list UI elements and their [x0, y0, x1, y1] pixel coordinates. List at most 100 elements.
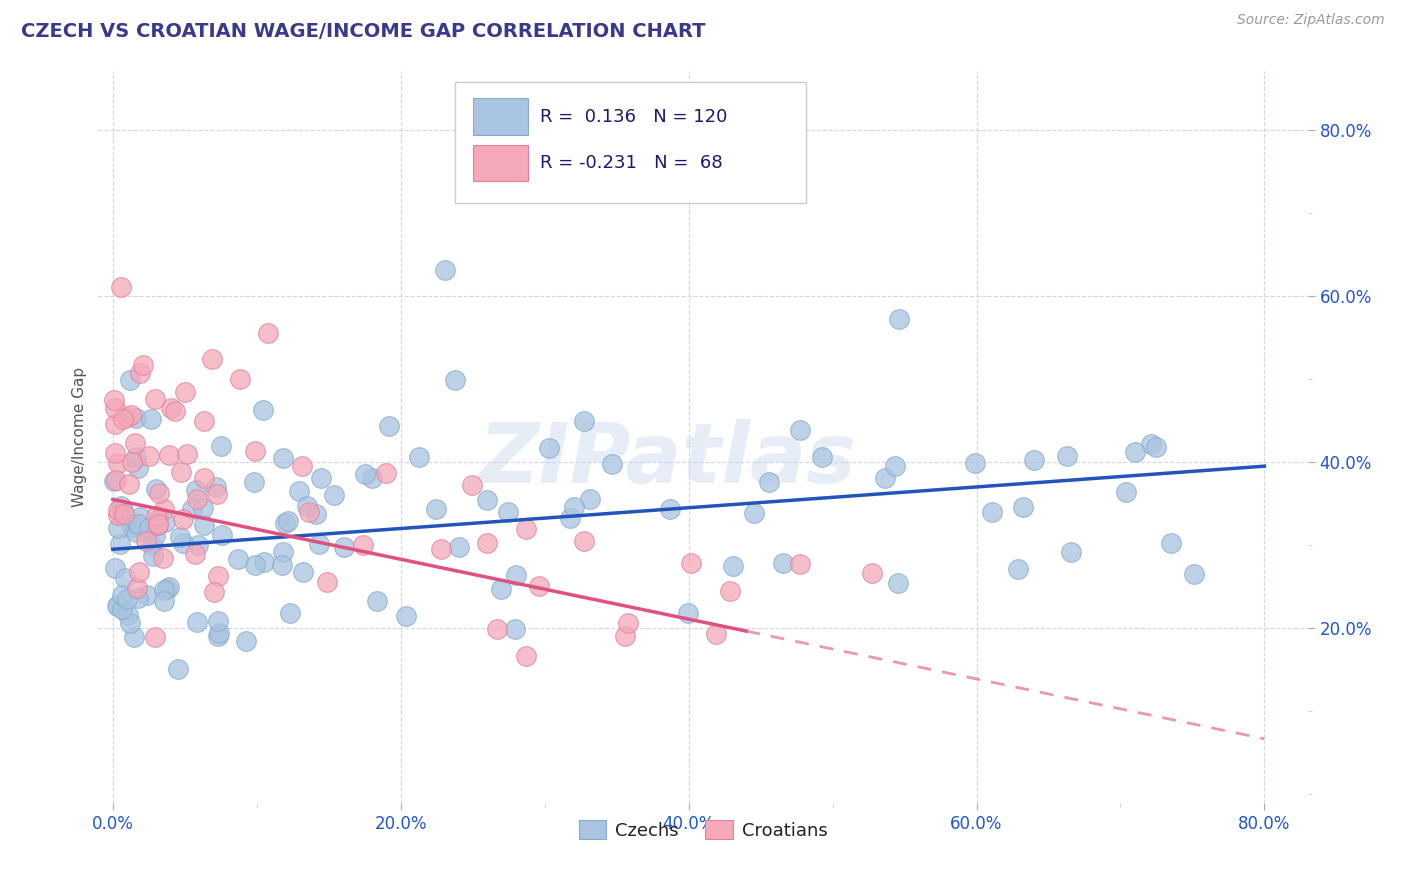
Point [298, 506, 321, 520]
Point [135, 533, 157, 548]
Point [444, 373, 467, 387]
Point [257, 326, 280, 340]
Text: R =  0.136   N = 120: R = 0.136 N = 120 [540, 108, 727, 126]
Point [142, 549, 165, 563]
Point [1139, 436, 1161, 450]
Point [125, 581, 148, 595]
Point [111, 588, 134, 602]
Point [433, 262, 456, 277]
Point [160, 401, 183, 416]
Point [107, 456, 129, 470]
Point [187, 538, 209, 552]
Point [143, 630, 166, 644]
Point [184, 547, 207, 561]
Point [430, 541, 453, 556]
Point [271, 544, 294, 558]
Point [191, 501, 214, 516]
Point [143, 529, 166, 543]
Point [361, 471, 384, 485]
Point [1123, 445, 1146, 459]
Point [316, 574, 339, 589]
Point [252, 403, 274, 417]
Point [288, 483, 311, 498]
Point [157, 448, 180, 462]
Point [205, 487, 228, 501]
Point [139, 412, 162, 426]
Point [207, 569, 229, 583]
Point [208, 626, 231, 640]
Point [170, 465, 193, 479]
Point [169, 530, 191, 544]
Point [146, 512, 169, 526]
Point [475, 536, 498, 550]
Point [1144, 440, 1167, 454]
Point [273, 516, 295, 530]
Point [226, 552, 249, 566]
Point [243, 558, 266, 572]
Y-axis label: Wage/Income Gap: Wage/Income Gap [72, 367, 87, 508]
Point [129, 366, 152, 380]
Point [103, 474, 125, 488]
Point [496, 505, 519, 519]
Point [1056, 449, 1078, 463]
Point [205, 479, 228, 493]
Point [111, 412, 134, 426]
Point [758, 475, 780, 489]
Point [460, 477, 482, 491]
Point [297, 500, 319, 514]
Text: ZIPatlas: ZIPatlas [478, 418, 856, 500]
Point [104, 561, 127, 575]
Point [107, 599, 129, 613]
Point [186, 491, 208, 506]
Point [366, 594, 388, 608]
Point [305, 507, 328, 521]
Point [121, 519, 143, 533]
Point [1012, 500, 1035, 515]
Point [127, 460, 149, 475]
Text: Source: ZipAtlas.com: Source: ZipAtlas.com [1237, 13, 1385, 28]
Point [129, 509, 152, 524]
Point [193, 414, 215, 428]
Point [789, 423, 811, 437]
Point [981, 505, 1004, 519]
Point [176, 447, 198, 461]
Point [138, 449, 160, 463]
Point [141, 538, 163, 552]
Point [103, 393, 125, 408]
Point [152, 582, 174, 597]
Point [965, 456, 987, 470]
Point [111, 602, 134, 616]
Point [211, 528, 233, 542]
Point [145, 482, 167, 496]
Point [515, 648, 537, 663]
Point [354, 467, 377, 481]
Point [121, 517, 143, 532]
Point [172, 536, 194, 550]
Point [503, 622, 526, 636]
Point [600, 457, 623, 471]
Point [245, 443, 267, 458]
Point [104, 417, 127, 432]
Point [207, 615, 229, 629]
Point [110, 280, 132, 294]
Point [125, 411, 148, 425]
Point [1060, 545, 1083, 559]
Point [121, 455, 143, 469]
Point [153, 594, 176, 608]
Point [159, 580, 181, 594]
Point [108, 537, 131, 551]
Point [156, 582, 179, 596]
Point [143, 392, 166, 407]
Point [527, 579, 550, 593]
Point [309, 471, 332, 485]
Point [408, 450, 430, 465]
Point [120, 373, 142, 387]
Point [125, 525, 148, 540]
Point [574, 414, 596, 428]
Point [352, 538, 374, 552]
Point [378, 419, 401, 434]
Point [152, 551, 174, 566]
Point [558, 511, 581, 525]
Point [884, 458, 907, 473]
Point [292, 565, 315, 579]
